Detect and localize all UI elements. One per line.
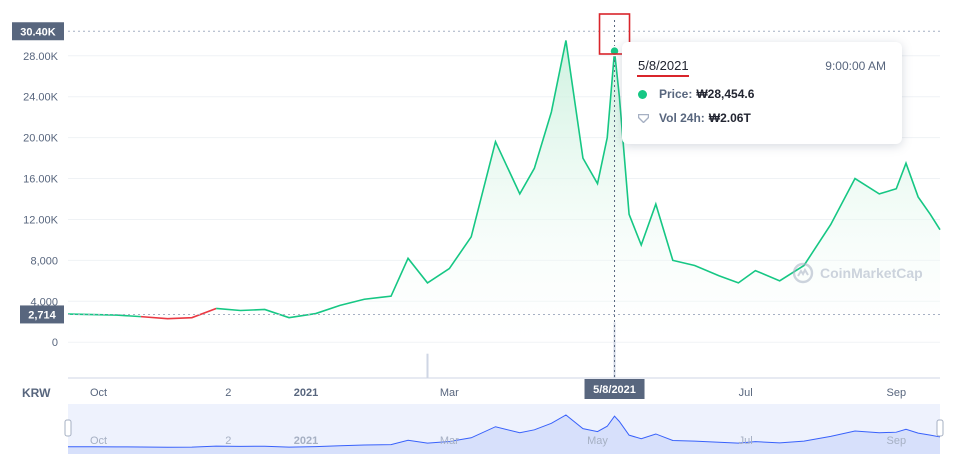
y-tick-label: 0 [52, 337, 58, 349]
navigator-tick-label: Oct [90, 435, 107, 447]
price-line-red [140, 307, 217, 320]
crosshair-date-box [584, 379, 645, 399]
tooltip-volume-value: ₩2.06T [708, 111, 751, 125]
navigator-line [67, 414, 941, 448]
tooltip-date-underline [637, 75, 689, 77]
navigator-tick-label: May [587, 435, 608, 447]
volume-icon [638, 113, 649, 123]
x-tick-label: Jul [739, 387, 753, 399]
navigator-tick-label: Mar [440, 435, 459, 447]
highlight-box [598, 13, 631, 55]
price-line-green [216, 40, 941, 319]
y-tick-label: 24.00K [23, 92, 59, 104]
coinmarketcap-watermark: CoinMarketCap [792, 262, 923, 284]
price-area [68, 40, 940, 343]
navigator-tick-label: Sep [886, 435, 906, 447]
tooltip-volume-row: Vol 24h: ₩2.06T [638, 111, 751, 125]
high-label-box [12, 22, 64, 41]
navigator-tick-label: 2 [225, 435, 231, 447]
coinmarketcap-logo-icon [792, 262, 814, 284]
tooltip-volume-label: Vol 24h: [659, 111, 705, 125]
y-tick-label: 4,000 [30, 296, 58, 308]
start-label: 2,714 [28, 309, 56, 321]
y-tick-label: 20.00K [23, 133, 59, 145]
x-tick-label: 2021 [294, 387, 318, 399]
price-tooltip: 5/8/2021 9:00:00 AM Price: ₩28,454.6 Vol… [622, 42, 902, 144]
navigator-tick-label: 2021 [294, 435, 318, 447]
navigator-left-handle[interactable] [64, 419, 72, 437]
y-tick-label: 16.00K [23, 174, 59, 186]
tooltip-price-value: ₩28,454.6 [696, 87, 755, 101]
tooltip-time: 9:00:00 AM [825, 59, 886, 73]
price-dot-icon [638, 89, 647, 99]
y-tick-label: 12.00K [23, 214, 59, 226]
tooltip-price-label: Price: [659, 87, 693, 101]
watermark-text: CoinMarketCap [820, 265, 923, 281]
start-label-box [20, 305, 64, 324]
x-tick-label: Mar [440, 387, 459, 399]
volume-bar [426, 353, 429, 378]
y-tick-label: 8,000 [30, 255, 58, 267]
crosshair-date-label: 5/8/2021 [593, 384, 636, 396]
navigator-tick-label: Jul [739, 435, 753, 447]
x-tick-label: 2 [225, 387, 231, 399]
high-label: 30.40K [20, 26, 56, 38]
tooltip-date: 5/8/2021 [638, 58, 689, 73]
x-tick-label: Oct [90, 387, 107, 399]
navigator-area [68, 414, 940, 454]
navigator-right-handle[interactable] [936, 419, 944, 437]
y-tick-label: 28.00K [23, 51, 59, 63]
tooltip-price-row: Price: ₩28,454.6 [638, 87, 754, 101]
currency-label: KRW [22, 386, 51, 400]
x-tick-label: Sep [886, 387, 906, 399]
